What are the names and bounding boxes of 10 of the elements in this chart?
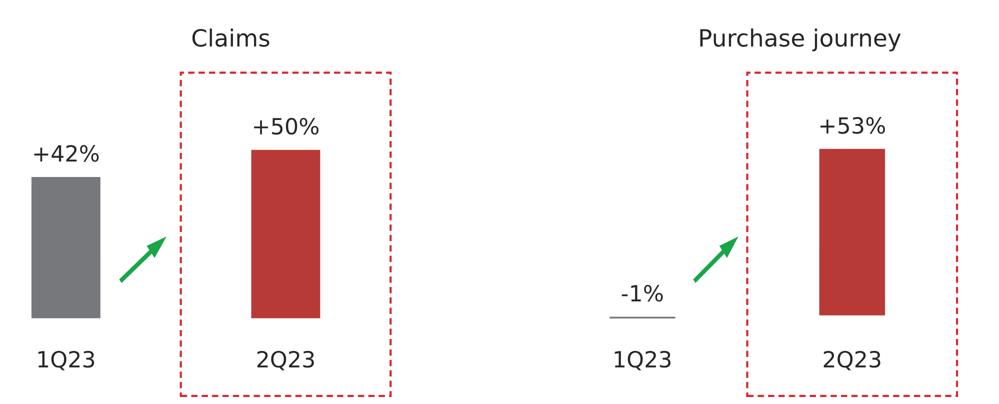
chart-title: Claims	[192, 28, 270, 47]
x-tick-label: 2Q23	[257, 350, 314, 370]
x-tick-label: 1Q23	[614, 350, 671, 370]
data-label: +50%	[254, 118, 318, 135]
chart-title: Purchase journey	[700, 28, 901, 52]
x-tick-label: 2Q23	[824, 350, 880, 370]
data-label: -1%	[622, 284, 663, 302]
data-label: +42%	[34, 145, 99, 162]
data-label: +53%	[820, 117, 885, 134]
x-tick-label: 1Q23	[38, 350, 94, 370]
